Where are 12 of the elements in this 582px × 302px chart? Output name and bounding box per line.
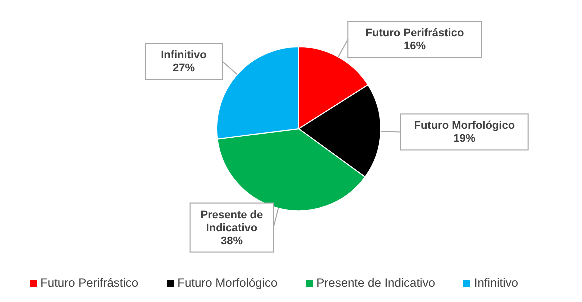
slice-label: Futuro Morfológico xyxy=(414,120,516,132)
slice-label: Presente de Indicativo xyxy=(200,209,264,234)
slice-label: Futuro Perifrástico xyxy=(366,28,464,40)
legend-label: Futuro Morfológico xyxy=(178,276,278,290)
slice-label: Infinitivo xyxy=(161,50,208,62)
legend-label: Futuro Perifrástico xyxy=(40,276,139,290)
data-label: 19% xyxy=(454,133,476,146)
legend-label: Presente de Indicativo xyxy=(316,276,436,290)
data-label: 27% xyxy=(172,62,196,75)
data-label: 38% xyxy=(220,235,244,248)
legend-label: Infinitivo xyxy=(474,276,518,290)
data-label: 16% xyxy=(404,40,426,53)
